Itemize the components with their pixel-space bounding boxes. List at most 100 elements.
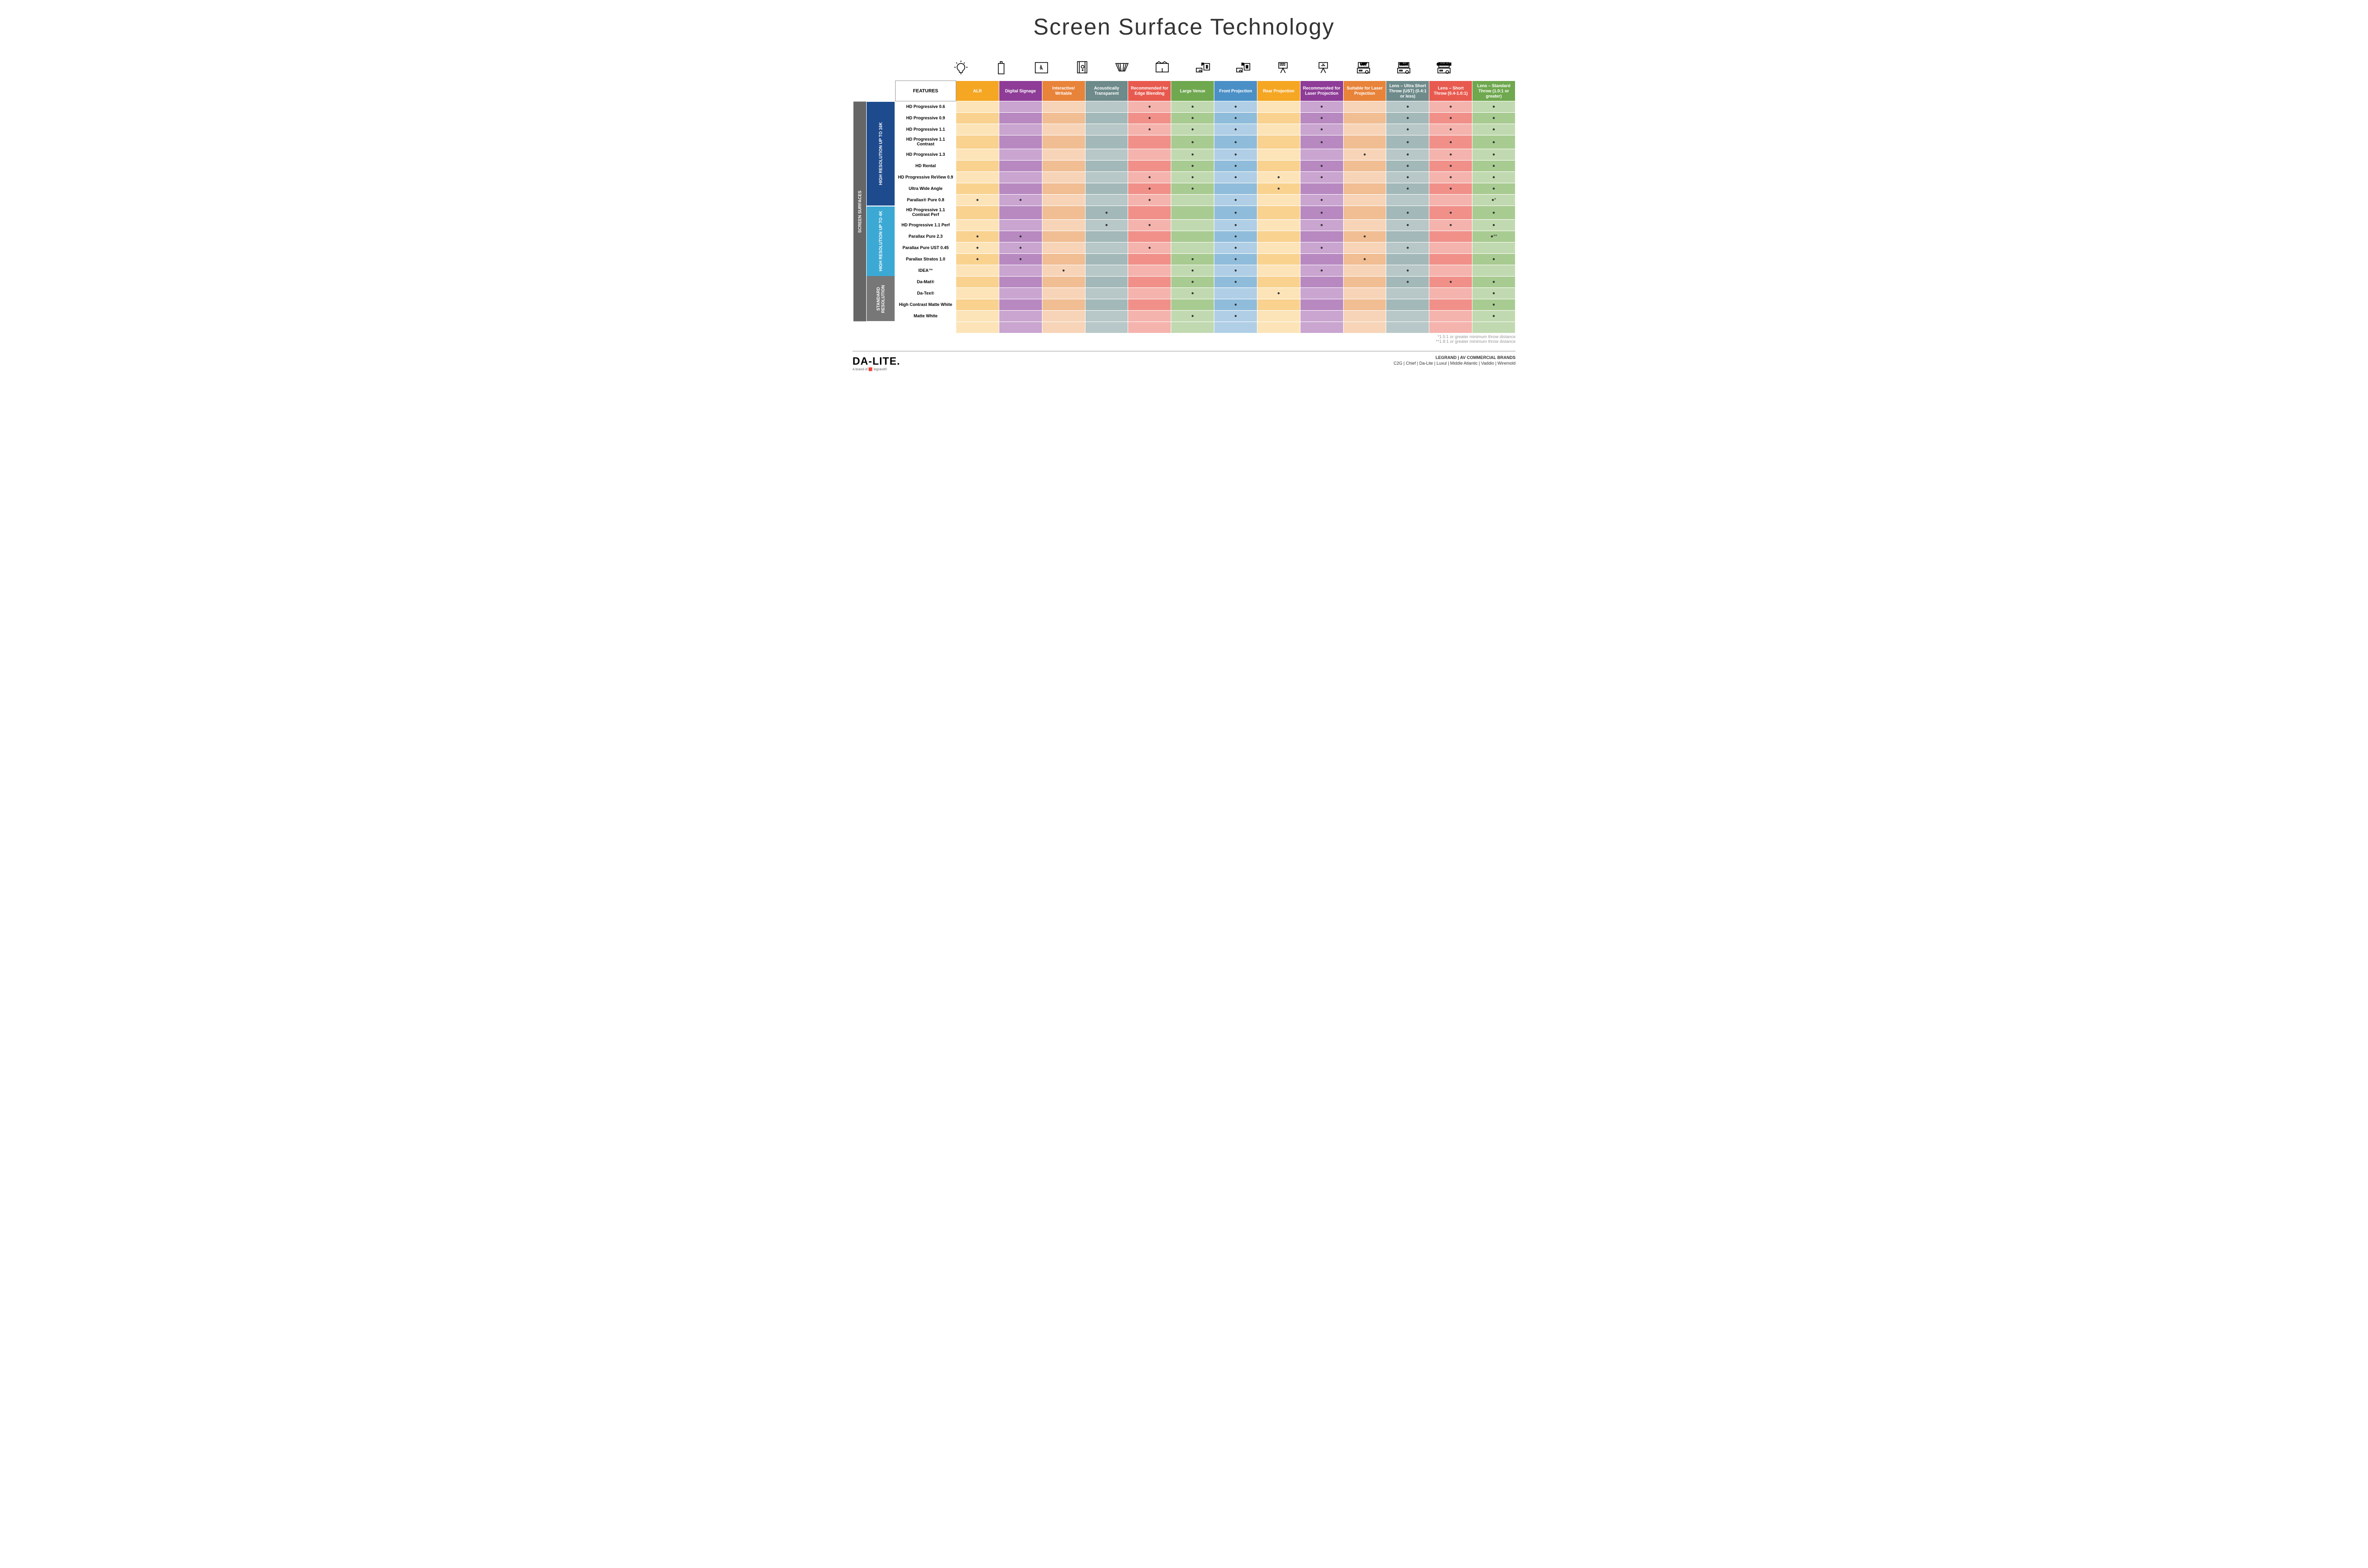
matrix-cell: ● [1429, 172, 1472, 183]
column-header: Lens – Short Throw (0.4-1.0:1) [1429, 81, 1472, 101]
matrix-cell: ● [999, 195, 1042, 206]
matrix-cell: ● [1472, 219, 1516, 231]
matrix-cell [1085, 253, 1128, 265]
matrix-cell [1214, 183, 1257, 195]
matrix-cell [1042, 113, 1085, 124]
row-name: IDEA™ [895, 265, 956, 276]
matrix-cell [1386, 287, 1429, 299]
group-label-4k: HIGH RESOLUTION UP TO 4K [866, 206, 895, 277]
row-name: HD Progressive 1.1 Perf [895, 219, 956, 231]
matrix-cell [1128, 206, 1171, 220]
matrix-cell [1085, 101, 1128, 113]
matrix-cell [1085, 113, 1128, 124]
svg-text:F: F [1201, 63, 1203, 66]
matrix-cell: ● [1171, 253, 1214, 265]
acoustic-icon [1061, 54, 1102, 81]
matrix-cell: ● [1429, 161, 1472, 172]
matrix-cell [1214, 287, 1257, 299]
matrix-cell: ● [1171, 183, 1214, 195]
matrix-cell [1171, 206, 1214, 220]
matrix-cell: ● [1300, 195, 1343, 206]
footer-cell [956, 322, 999, 333]
column-header: Front Projection [1214, 81, 1257, 101]
matrix-cell [956, 287, 999, 299]
matrix-cell [1343, 219, 1386, 231]
matrix-cell [956, 265, 999, 276]
group-label-std: STANDARD RESOLUTION [866, 276, 895, 322]
matrix-cell: ● [1472, 183, 1516, 195]
matrix-cell [1042, 287, 1085, 299]
matrix-cell [1128, 231, 1171, 242]
footer-cell [1429, 322, 1472, 333]
matrix-cell [1042, 219, 1085, 231]
matrix-cell: ● [1214, 124, 1257, 135]
matrix-cell: ● [1472, 253, 1516, 265]
row-name: Parallax Pure UST 0.45 [895, 242, 956, 253]
row-name: HD Progressive ReView 0.9 [895, 172, 956, 183]
matrix-cell: ● [1429, 124, 1472, 135]
footer-cell [1472, 322, 1516, 333]
matrix-cell: ● [1386, 206, 1429, 220]
footnotes: *1.5:1 or greater minimum throw distance… [852, 334, 1516, 344]
matrix-cell [999, 206, 1042, 220]
matrix-cell: ● [1429, 219, 1472, 231]
matrix-cell [1128, 310, 1171, 322]
matrix-cell: ● [1429, 135, 1472, 149]
interactive-icon [1021, 54, 1061, 81]
matrix-cell: ● [1257, 287, 1300, 299]
matrix-cell: ● [1429, 101, 1472, 113]
matrix-cell: ● [1472, 206, 1516, 220]
matrix-cell [1300, 149, 1343, 161]
matrix-cell: ● [1386, 113, 1429, 124]
matrix-cell: ● [1128, 101, 1171, 113]
matrix-cell [1085, 310, 1128, 322]
matrix-cell: ● [1128, 172, 1171, 183]
matrix-cell [1042, 276, 1085, 287]
matrix-cell: ● [1472, 276, 1516, 287]
matrix-cell: ● [1429, 276, 1472, 287]
matrix-cell [1085, 183, 1128, 195]
matrix-cell: ● [1343, 149, 1386, 161]
matrix-cell: ● [1214, 242, 1257, 253]
matrix-cell [1128, 135, 1171, 149]
matrix-cell: ● [1214, 265, 1257, 276]
matrix-cell: ● [1214, 161, 1257, 172]
matrix-cell [956, 135, 999, 149]
matrix-cell: ● [1171, 172, 1214, 183]
matrix-cell [1042, 253, 1085, 265]
matrix-cell [1343, 183, 1386, 195]
matrix-cell: ● [1429, 113, 1472, 124]
matrix-cell [956, 183, 999, 195]
brand-subtitle: A brand of 🟥 legrand® [852, 367, 900, 371]
matrix-cell: ● [1300, 101, 1343, 113]
matrix-cell [1343, 124, 1386, 135]
svg-text:Short: Short [1399, 63, 1408, 66]
matrix-cell [1343, 265, 1386, 276]
matrix-cell [956, 299, 999, 310]
matrix-cell: ● [1257, 172, 1300, 183]
footer-cell [1171, 322, 1214, 333]
matrix-cell [999, 124, 1042, 135]
footer-cell [1257, 322, 1300, 333]
matrix-cell: ● [1300, 135, 1343, 149]
laser-suit-icon [1303, 54, 1343, 81]
matrix-cell [1171, 242, 1214, 253]
matrix-cell [1042, 161, 1085, 172]
matrix-cell [1257, 310, 1300, 322]
footer-cell [1343, 322, 1386, 333]
matrix-cell: ● [1214, 149, 1257, 161]
matrix-cell [1128, 299, 1171, 310]
matrix-cell [956, 310, 999, 322]
matrix-cell [1300, 299, 1343, 310]
matrix-cell [1085, 149, 1128, 161]
matrix-cell: ● [1386, 183, 1429, 195]
matrix-cell [1343, 276, 1386, 287]
matrix-cell [1386, 195, 1429, 206]
matrix-cell [1085, 287, 1128, 299]
matrix-cell [1429, 253, 1472, 265]
matrix-cell: ● [1386, 124, 1429, 135]
matrix-cell [1300, 183, 1343, 195]
matrix-cell: ● [1171, 161, 1214, 172]
matrix-cell: ● [1214, 310, 1257, 322]
matrix-cell: ●* [1472, 195, 1516, 206]
